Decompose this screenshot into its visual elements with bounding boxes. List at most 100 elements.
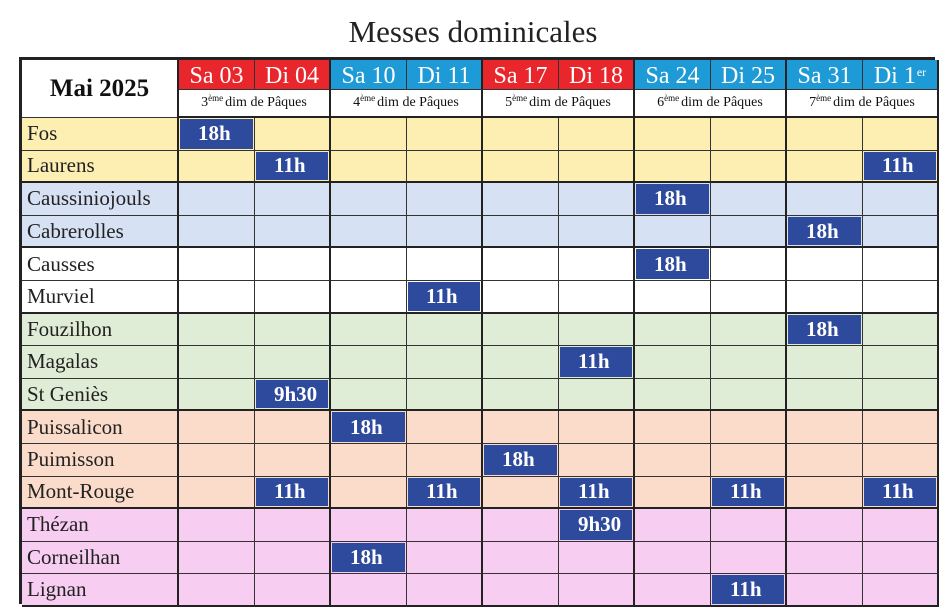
schedule-cell	[483, 118, 559, 151]
day-label: Sa 03	[189, 62, 244, 89]
schedule-cell: 18h	[331, 541, 407, 575]
schedule-cell	[787, 248, 863, 281]
schedule-cell	[255, 574, 331, 607]
schedule-cell: 9h30	[559, 509, 635, 542]
schedule-cell	[255, 509, 331, 542]
schedule-cell	[407, 215, 483, 249]
mass-time: 18h	[332, 542, 405, 573]
place-name: Causses	[22, 248, 179, 281]
schedule-cell	[635, 378, 711, 412]
mass-time: 9h30	[256, 379, 328, 409]
schedule-cell	[863, 509, 939, 542]
schedule-cell	[255, 280, 331, 314]
place-name: Fos	[22, 118, 179, 151]
sunday-ordinal-superscript: ème	[816, 93, 832, 103]
mass-time: 11h	[560, 477, 632, 507]
place-name: Laurens	[22, 150, 179, 184]
schedule-cell: 11h	[255, 476, 331, 510]
schedule-cell	[787, 346, 863, 379]
mass-time: 11h	[256, 151, 328, 181]
schedule-cell	[331, 215, 407, 249]
schedule-cell	[179, 183, 255, 216]
mass-time: 9h30	[560, 510, 632, 540]
schedule-cell	[331, 118, 407, 151]
schedule-cell	[635, 118, 711, 151]
schedule-cell	[179, 541, 255, 575]
place-name: Corneilhan	[22, 541, 179, 575]
place-name: Cabrerolles	[22, 215, 179, 249]
schedule-cell	[255, 443, 331, 477]
schedule-cell	[711, 443, 787, 477]
schedule-cell	[863, 378, 939, 412]
schedule-cell	[559, 183, 635, 216]
sunday-ordinal: 6	[657, 95, 665, 110]
mass-time: 11h	[712, 575, 784, 604]
place-name: Murviel	[22, 280, 179, 314]
sunday-name: 3 ème dim de Pâques	[179, 90, 331, 118]
schedule-cell	[255, 346, 331, 379]
mass-time: 11h	[408, 281, 480, 311]
schedule-cell	[787, 118, 863, 151]
schedule-cell	[863, 183, 939, 216]
schedule-cell	[179, 346, 255, 379]
schedule-cell	[331, 280, 407, 314]
schedule-cell	[179, 248, 255, 281]
schedule-cell: 11h	[559, 476, 635, 510]
schedule-cell	[483, 248, 559, 281]
schedule-cell	[483, 313, 559, 347]
schedule-cell	[711, 183, 787, 216]
schedule-cell	[711, 248, 787, 281]
schedule-cell: 18h	[787, 313, 863, 347]
schedule-cell	[407, 313, 483, 347]
sunday-text: dim de Pâques	[681, 95, 763, 110]
schedule-cell	[331, 346, 407, 379]
day-label-superscript: er	[916, 64, 927, 79]
sunday-text: dim de Pâques	[529, 95, 611, 110]
schedule-cell	[483, 411, 559, 444]
sunday-text: dim de Pâques	[377, 95, 459, 110]
schedule-cell	[179, 280, 255, 314]
sunday-name: 5 ème dim de Pâques	[483, 90, 635, 118]
schedule-cell	[863, 118, 939, 151]
page-title: Messes dominicales	[348, 14, 598, 49]
schedule-cell	[483, 378, 559, 412]
sunday-ordinal: 3	[201, 95, 209, 110]
month-header: Mai 2025	[22, 60, 179, 118]
schedule-cell	[787, 378, 863, 412]
schedule-cell	[559, 248, 635, 281]
schedule-cell	[179, 313, 255, 347]
mass-time: 18h	[788, 314, 861, 345]
mass-time: 18h	[180, 119, 253, 149]
schedule-cell: 11h	[559, 346, 635, 379]
mass-time: 18h	[636, 184, 709, 214]
schedule-cell	[559, 215, 635, 249]
schedule-cell	[711, 118, 787, 151]
schedule-cell	[331, 476, 407, 510]
schedule-cell	[711, 150, 787, 184]
schedule-cell	[331, 248, 407, 281]
day-header: Sa 31	[787, 60, 863, 90]
schedule-cell	[635, 443, 711, 477]
schedule-cell	[559, 118, 635, 151]
schedule-cell	[331, 183, 407, 216]
schedule-cell	[407, 118, 483, 151]
day-label: Di 18	[569, 62, 623, 89]
place-name: St Geniès	[22, 378, 179, 412]
schedule-cell	[255, 248, 331, 281]
place-name: Puissalicon	[22, 411, 179, 444]
schedule-cell: 18h	[331, 411, 407, 444]
schedule-cell: 18h	[635, 183, 711, 216]
schedule-cell	[559, 541, 635, 575]
schedule-cell: 11h	[863, 476, 939, 510]
schedule-cell	[407, 574, 483, 607]
sunday-text: dim de Pâques	[225, 95, 307, 110]
mass-time: 11h	[712, 477, 784, 507]
schedule-cell	[179, 150, 255, 184]
schedule-cell	[635, 411, 711, 444]
day-label: Di 25	[721, 62, 775, 89]
place-name: Mont-Rouge	[22, 476, 179, 510]
schedule-cell	[787, 541, 863, 575]
mass-time: 11h	[560, 347, 632, 377]
schedule-cell: 9h30	[255, 378, 331, 412]
schedule-cell	[559, 313, 635, 347]
